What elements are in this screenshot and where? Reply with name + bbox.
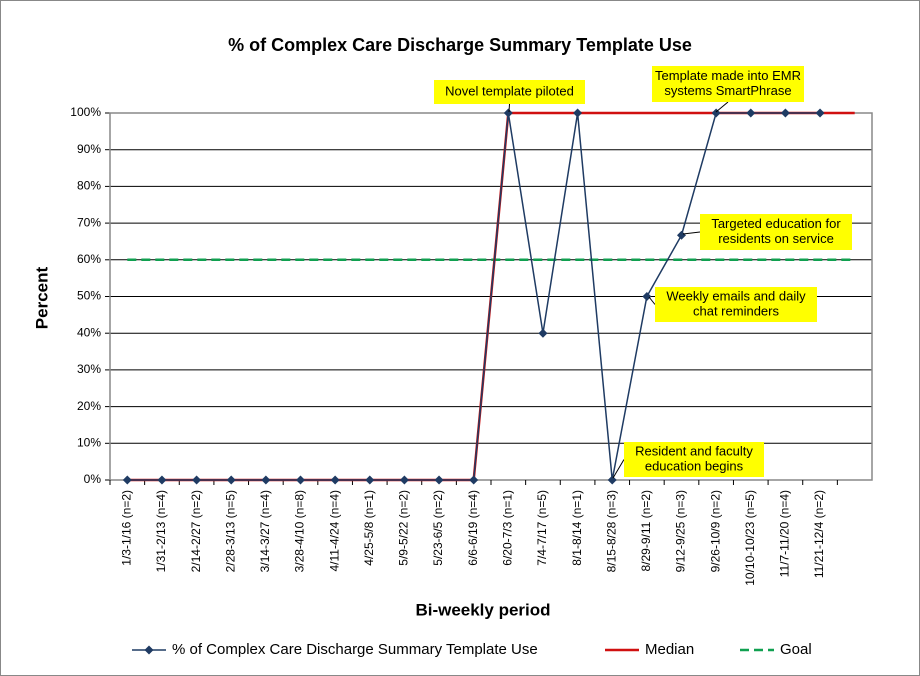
x-tick-label: 3/14-3/27 (n=4) bbox=[258, 490, 272, 572]
data-point bbox=[157, 475, 167, 485]
data-point bbox=[746, 108, 756, 118]
data-point bbox=[122, 475, 132, 485]
annotation-text: Resident and faculty bbox=[635, 443, 753, 458]
legend-label: % of Complex Care Discharge Summary Temp… bbox=[172, 641, 538, 658]
data-point bbox=[815, 108, 825, 118]
annotation-text: Template made into EMR bbox=[655, 68, 801, 83]
y-tick-label: 60% bbox=[77, 252, 101, 266]
annotation-text: chat reminders bbox=[693, 303, 779, 318]
y-tick-label: 30% bbox=[77, 362, 101, 376]
x-tick-label: 1/3-1/16 (n=2) bbox=[119, 490, 133, 566]
x-tick-label: 4/11-4/24 (n=4) bbox=[327, 490, 341, 572]
data-point bbox=[192, 475, 202, 485]
x-tick-label: 9/12-9/25 (n=3) bbox=[674, 490, 688, 572]
data-point bbox=[538, 328, 548, 338]
x-axis-label: Bi-weekly period bbox=[415, 600, 550, 619]
y-tick-label: 0% bbox=[84, 472, 102, 486]
y-tick-label: 100% bbox=[70, 105, 101, 119]
x-tick-label: 11/7-11/20 (n=4) bbox=[778, 490, 792, 577]
data-point bbox=[399, 475, 409, 485]
data-point bbox=[330, 475, 340, 485]
x-tick-label: 5/9-5/22 (n=2) bbox=[397, 490, 411, 566]
data-point bbox=[711, 108, 721, 118]
legend-label: Goal bbox=[780, 641, 812, 658]
data-point bbox=[469, 475, 479, 485]
data-point bbox=[296, 475, 305, 485]
x-tick-label: 9/26-10/9 (n=2) bbox=[708, 490, 722, 572]
x-tick-label: 11/21-12/4 (n=2) bbox=[812, 490, 826, 578]
annotation-text: Weekly emails and daily bbox=[666, 288, 806, 303]
x-tick-label: 2/14-2/27 (n=2) bbox=[189, 490, 203, 572]
data-point bbox=[780, 108, 790, 118]
annotation-text: education begins bbox=[645, 458, 744, 473]
annotation-text: Novel template piloted bbox=[445, 83, 574, 98]
x-tick-label: 1/31-2/13 (n=4) bbox=[154, 490, 168, 572]
y-tick-label: 40% bbox=[77, 325, 101, 339]
annotation-pointer bbox=[612, 459, 625, 479]
annotation-box bbox=[655, 287, 817, 322]
data-point bbox=[434, 475, 444, 485]
annotation-box bbox=[652, 66, 804, 102]
data-point bbox=[261, 475, 271, 485]
annotation-text: systems SmartPhrase bbox=[664, 83, 791, 98]
data-point bbox=[226, 475, 236, 485]
y-tick-label: 50% bbox=[77, 289, 101, 303]
annotation-text: Targeted education for bbox=[711, 216, 841, 231]
data-point bbox=[677, 230, 686, 240]
data-point bbox=[607, 475, 617, 485]
y-tick-label: 10% bbox=[77, 435, 101, 449]
x-tick-label: 6/6-6/19 (n=4) bbox=[466, 490, 480, 566]
y-tick-label: 80% bbox=[77, 179, 101, 193]
legend-marker bbox=[144, 645, 154, 655]
y-tick-label: 20% bbox=[77, 399, 101, 413]
x-tick-label: 6/20-7/3 (n=1) bbox=[500, 490, 514, 566]
annotation-pointer bbox=[682, 231, 701, 235]
x-tick-label: 7/4-7/17 (n=5) bbox=[535, 490, 549, 566]
x-tick-label: 10/10-10/23 (n=5) bbox=[743, 490, 757, 586]
annotation-text: residents on service bbox=[718, 231, 834, 246]
x-tick-label: 8/29-9/11 (n=2) bbox=[639, 490, 653, 572]
data-point bbox=[642, 292, 652, 301]
x-tick-label: 8/1-8/14 (n=1) bbox=[570, 490, 584, 566]
data-point bbox=[365, 475, 375, 485]
annotation-pointer bbox=[715, 101, 729, 113]
annotation-box bbox=[434, 80, 585, 104]
data-point bbox=[573, 108, 583, 118]
legend-label: Median bbox=[645, 641, 694, 658]
x-tick-label: 2/28-3/13 (n=5) bbox=[223, 490, 237, 572]
chart-title: % of Complex Care Discharge Summary Temp… bbox=[228, 35, 692, 55]
x-tick-label: 8/15-8/28 (n=3) bbox=[604, 490, 618, 572]
y-tick-label: 90% bbox=[77, 142, 101, 156]
annotation-pointer bbox=[648, 296, 656, 305]
annotation-pointer bbox=[508, 103, 510, 113]
y-tick-label: 70% bbox=[77, 215, 101, 229]
annotation-box bbox=[624, 442, 764, 477]
y-axis-label: Percent bbox=[32, 266, 51, 329]
annotation-box bbox=[700, 214, 852, 250]
x-tick-label: 3/28-4/10 (n=8) bbox=[293, 490, 307, 572]
x-tick-label: 4/25-5/8 (n=1) bbox=[362, 490, 376, 566]
data-point bbox=[503, 108, 513, 118]
x-tick-label: 5/23-6/5 (n=2) bbox=[431, 490, 445, 566]
